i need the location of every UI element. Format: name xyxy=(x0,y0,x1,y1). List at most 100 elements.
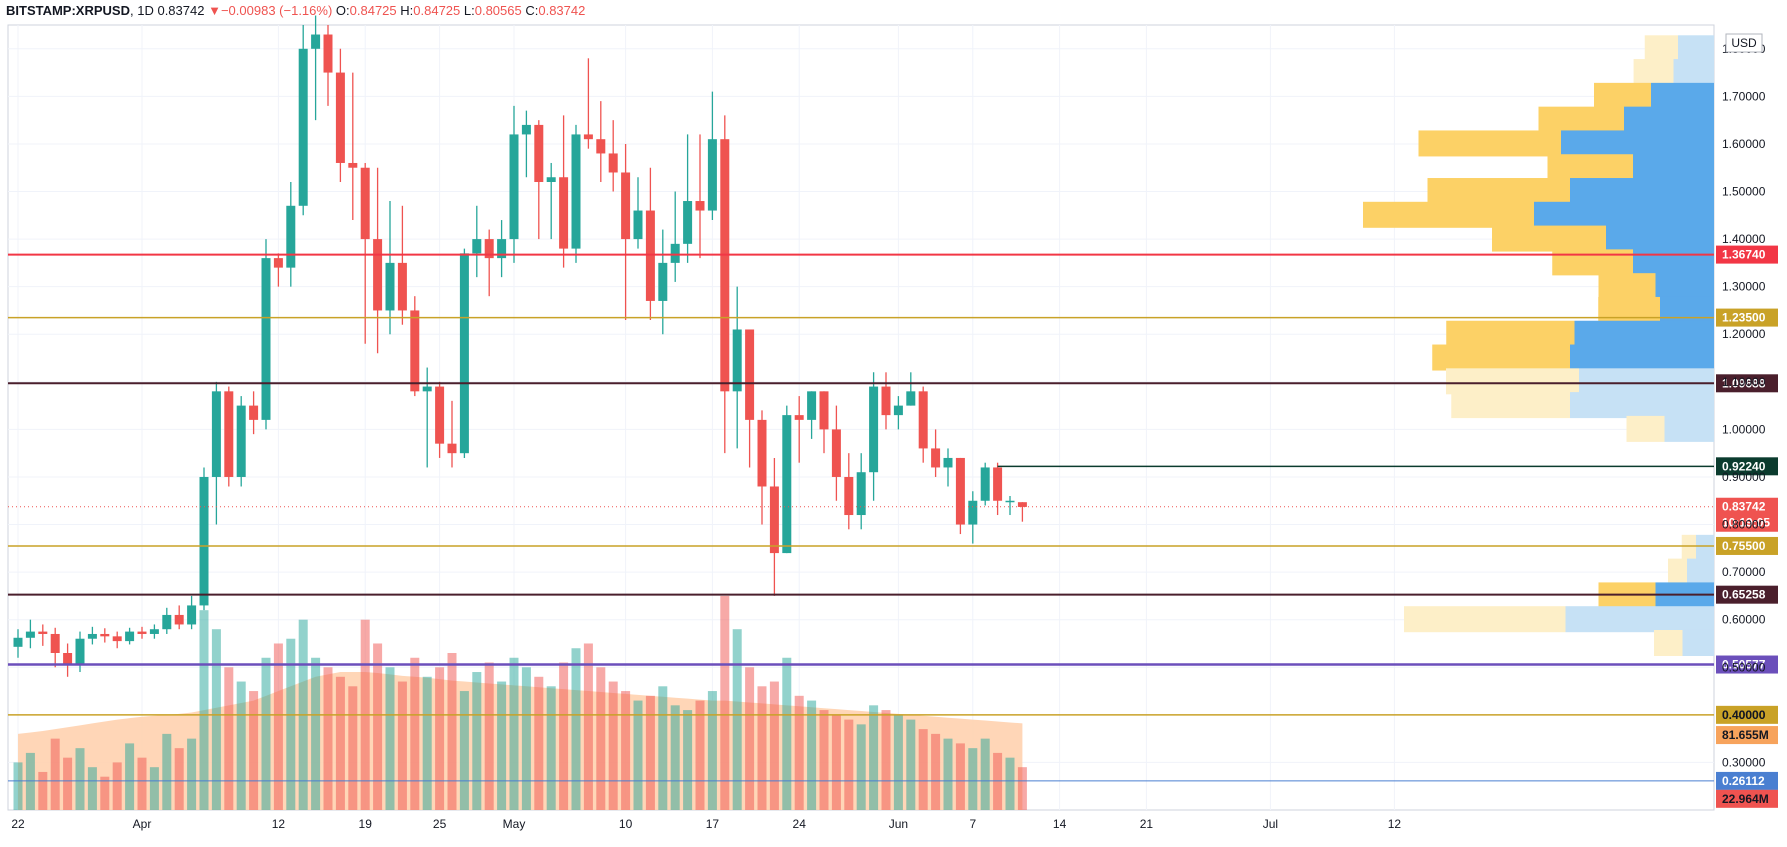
time-tick-label: 12 xyxy=(272,817,286,831)
volume-bar xyxy=(596,667,606,810)
volume-bar xyxy=(955,743,965,810)
volume-bar xyxy=(658,686,668,810)
volume-bar xyxy=(869,705,879,810)
volume-bar xyxy=(484,662,494,810)
vp-down-bar xyxy=(1633,59,1674,86)
candle-body xyxy=(943,457,953,468)
price-badge xyxy=(1716,374,1778,393)
volume-bar xyxy=(720,595,730,810)
volume-bar xyxy=(211,629,221,810)
price-badge-label: 0.92240 xyxy=(1722,459,1766,473)
time-tick-label: Jul xyxy=(1263,817,1278,831)
volume-bar xyxy=(13,762,23,810)
candle-body xyxy=(63,653,73,665)
volume-bar xyxy=(75,748,85,810)
volume-bar xyxy=(931,733,941,810)
candle-body xyxy=(683,201,693,244)
time-tick-label: Jun xyxy=(889,817,908,831)
volume-bar xyxy=(757,686,767,810)
price-tick-label: 0.90000 xyxy=(1722,470,1766,484)
volume-bar xyxy=(670,705,680,810)
price-tick-label: 0.60000 xyxy=(1722,613,1766,627)
volume-bar xyxy=(447,653,457,810)
volume-bar xyxy=(187,738,197,810)
candle-body xyxy=(459,253,469,454)
volume-bar xyxy=(521,667,531,810)
candle-body xyxy=(199,476,209,606)
candle-body xyxy=(881,386,891,416)
vp-down-bar xyxy=(1363,201,1534,228)
vp-down-bar xyxy=(1492,225,1606,252)
price-tick-label: 1.70000 xyxy=(1722,89,1766,103)
price-tick-label: 0.30000 xyxy=(1722,755,1766,769)
volume-bar xyxy=(100,776,110,810)
price-badge xyxy=(1716,245,1778,264)
open-value: 0.84725 xyxy=(349,3,397,18)
price-tick-label: 1.20000 xyxy=(1722,327,1766,341)
price-tick-label: 0.70000 xyxy=(1722,565,1766,579)
candle-body xyxy=(75,638,85,665)
symbol-name[interactable]: BITSTAMP:XRPUSD xyxy=(6,3,130,18)
volume-bar xyxy=(410,657,420,810)
price-badge xyxy=(1716,771,1778,790)
time-tick-label: 12 xyxy=(1388,817,1402,831)
price-badge xyxy=(1716,308,1778,327)
price-axis[interactable]: 0.30000 0.40000 0.50000 0.60000 0.70000 0.800… xyxy=(1722,42,1766,770)
price-badge-label: 0.75500 xyxy=(1722,539,1766,553)
time-axis[interactable]: 22 Apr 12 19 25 May 10 17 24 Jun 7 14 21 Jul 12 xyxy=(11,817,1401,831)
vp-down-bar xyxy=(1432,344,1570,371)
vp-down-bar xyxy=(1681,534,1696,561)
interval[interactable]: 1D xyxy=(137,3,154,18)
candle-body xyxy=(397,262,407,311)
volume-bar xyxy=(63,757,73,810)
volume-bar xyxy=(472,672,482,810)
price-badge xyxy=(1716,705,1778,724)
candle-body xyxy=(273,258,283,268)
vp-down-bar xyxy=(1626,415,1665,442)
candle-body xyxy=(112,636,122,642)
vp-up-bar xyxy=(1687,558,1714,585)
volume-bar xyxy=(174,748,184,810)
volume-bar xyxy=(893,714,903,810)
volume-bar xyxy=(968,748,978,810)
candle-body xyxy=(707,139,717,211)
candle-body xyxy=(658,262,668,301)
candle-body xyxy=(236,405,246,477)
candle-body xyxy=(286,205,296,268)
volume-profile xyxy=(1363,35,1714,656)
volume-bar xyxy=(534,676,544,810)
candle-body xyxy=(472,239,482,254)
volume-bar xyxy=(732,629,742,810)
volume-bar xyxy=(683,710,693,810)
volume-badge-label: 81.655M xyxy=(1722,728,1769,742)
candle-body xyxy=(311,34,321,49)
volume-bar xyxy=(583,643,593,810)
candle-body xyxy=(249,405,259,420)
candle-body xyxy=(137,631,147,634)
open-label: O: xyxy=(335,3,350,18)
vp-up-bar xyxy=(1655,273,1714,300)
candle-body xyxy=(546,177,556,182)
price-change: −0.00983 (−1.16%) xyxy=(220,3,333,18)
price-badge-label: 0.26112 xyxy=(1722,774,1765,788)
candle-body xyxy=(348,162,358,168)
volume-bar xyxy=(373,643,383,810)
vp-up-bar xyxy=(1673,59,1714,86)
vp-up-bar xyxy=(1664,415,1714,442)
candle-body xyxy=(621,172,631,240)
low-label: L: xyxy=(463,3,475,18)
volume-bar xyxy=(236,681,246,810)
volume-badge-label: 22.964M xyxy=(1722,792,1769,806)
volume-bar xyxy=(993,752,1003,810)
vp-up-bar xyxy=(1624,106,1714,133)
current-price-badge xyxy=(1716,497,1778,532)
volume-badge xyxy=(1716,726,1778,745)
volume-bar xyxy=(323,667,333,810)
candle-body xyxy=(38,631,48,634)
vp-down-bar xyxy=(1654,629,1683,656)
candle-body xyxy=(373,239,383,311)
volume-bar xyxy=(348,686,358,810)
time-tick-label: 24 xyxy=(793,817,807,831)
horizontal-levels[interactable]: 1.36740 1.23500 1.09688 0.92240 0.75500 0.652… xyxy=(8,245,1778,808)
